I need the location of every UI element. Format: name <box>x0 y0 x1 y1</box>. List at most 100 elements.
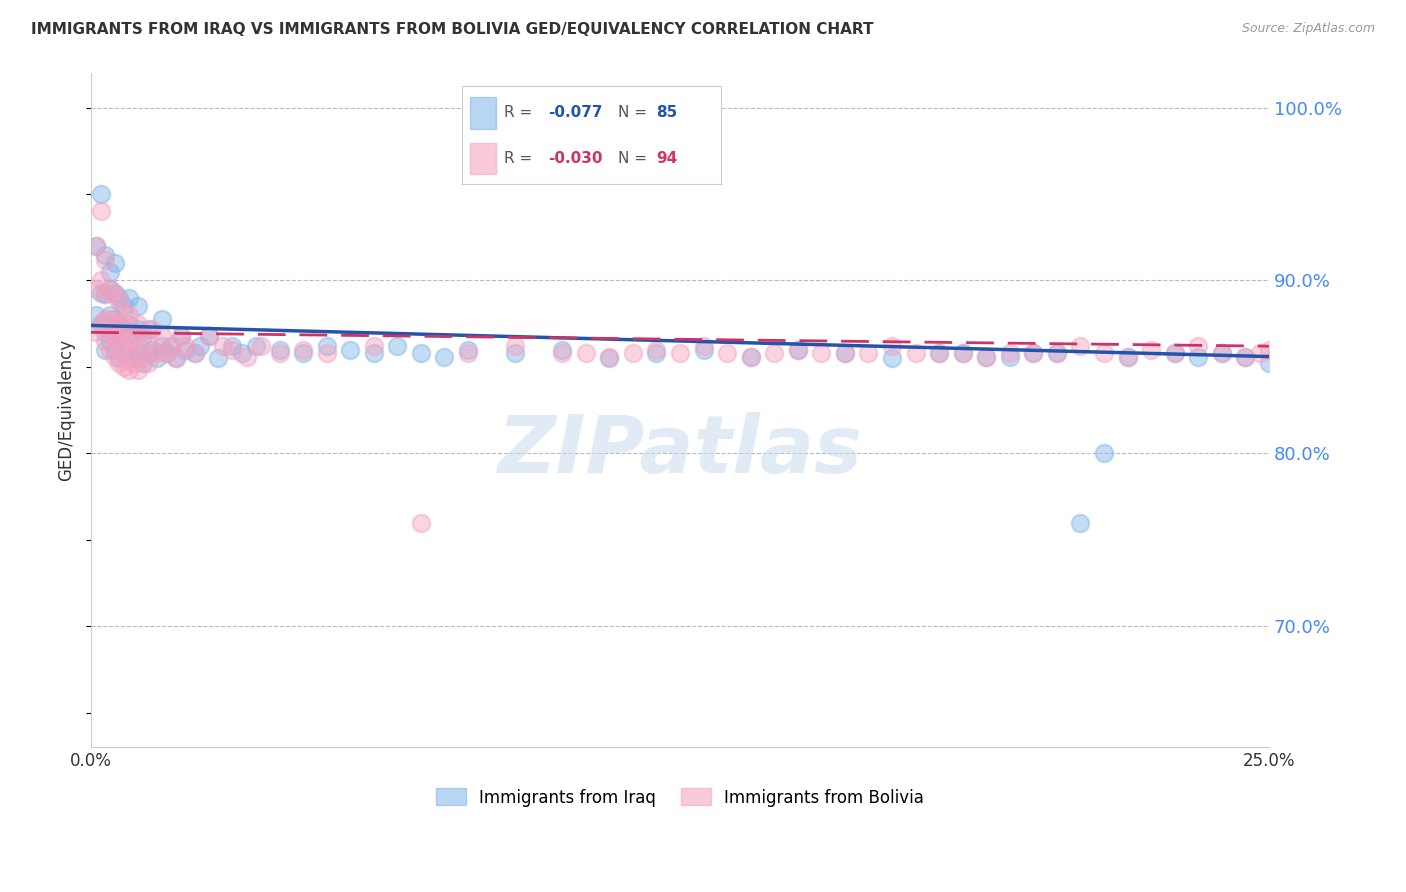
Point <box>315 346 337 360</box>
Point <box>692 339 714 353</box>
Point <box>98 282 121 296</box>
Point <box>363 346 385 360</box>
Point <box>84 239 107 253</box>
Point <box>104 287 127 301</box>
Point <box>834 346 856 360</box>
Point <box>207 351 229 366</box>
Point <box>146 351 169 366</box>
Point <box>974 350 997 364</box>
Point <box>90 187 112 202</box>
Point <box>692 343 714 357</box>
Point <box>155 346 177 360</box>
Point <box>1258 343 1281 357</box>
Point <box>141 322 163 336</box>
Point <box>104 350 127 364</box>
Point <box>786 343 808 357</box>
Point <box>94 247 117 261</box>
Point <box>136 322 159 336</box>
Point <box>108 343 131 357</box>
Point <box>1163 346 1185 360</box>
Point <box>108 351 131 366</box>
Point <box>1211 346 1233 360</box>
Point <box>169 328 191 343</box>
Point <box>108 326 131 340</box>
Point <box>292 346 315 360</box>
Text: Source: ZipAtlas.com: Source: ZipAtlas.com <box>1241 22 1375 36</box>
Point <box>339 343 361 357</box>
Point <box>90 285 112 300</box>
Point <box>118 334 141 348</box>
Point <box>457 343 479 357</box>
Point <box>169 328 191 343</box>
Point <box>1022 346 1045 360</box>
Point <box>104 332 127 346</box>
Point <box>1069 339 1091 353</box>
Point <box>184 346 207 360</box>
Point <box>880 351 903 366</box>
Point <box>231 346 253 360</box>
Point <box>108 317 131 331</box>
Point <box>998 346 1021 360</box>
Point <box>1187 350 1209 364</box>
Point <box>1258 356 1281 370</box>
Point <box>118 308 141 322</box>
Point <box>122 356 145 370</box>
Point <box>575 346 598 360</box>
Point <box>1022 346 1045 360</box>
Point <box>112 346 135 360</box>
Point <box>150 328 173 343</box>
Point <box>221 339 243 353</box>
Point <box>112 328 135 343</box>
Point <box>122 328 145 343</box>
Point <box>1092 346 1115 360</box>
Point <box>188 339 211 353</box>
Point <box>98 308 121 322</box>
Point <box>551 346 574 360</box>
Point <box>104 343 127 357</box>
Point <box>160 339 183 353</box>
Point <box>108 294 131 309</box>
Point <box>90 317 112 331</box>
Point <box>433 350 456 364</box>
Point <box>150 311 173 326</box>
Point <box>669 346 692 360</box>
Point <box>98 334 121 348</box>
Point <box>221 343 243 357</box>
Point <box>315 339 337 353</box>
Point <box>150 339 173 353</box>
Point <box>269 346 291 360</box>
Point <box>90 273 112 287</box>
Point <box>132 351 155 366</box>
Point <box>112 322 135 336</box>
Point <box>503 346 526 360</box>
Point <box>136 332 159 346</box>
Point <box>245 339 267 353</box>
Point <box>94 311 117 326</box>
Point <box>132 326 155 340</box>
Point <box>94 287 117 301</box>
Point <box>112 343 135 357</box>
Point <box>98 282 121 296</box>
Point <box>112 300 135 314</box>
Point <box>621 346 644 360</box>
Point <box>1092 446 1115 460</box>
Point <box>94 287 117 301</box>
Point <box>104 311 127 326</box>
Point <box>84 239 107 253</box>
Point <box>810 346 832 360</box>
Point <box>98 311 121 326</box>
Point <box>104 317 127 331</box>
Point <box>551 343 574 357</box>
Point <box>1234 350 1257 364</box>
Point <box>1069 516 1091 530</box>
Point <box>108 317 131 331</box>
Point <box>598 350 620 364</box>
Point <box>112 359 135 374</box>
Point <box>269 343 291 357</box>
Point <box>127 322 149 336</box>
Point <box>198 328 221 343</box>
Point <box>904 346 927 360</box>
Point <box>880 339 903 353</box>
Point <box>952 346 974 360</box>
Point <box>98 343 121 357</box>
